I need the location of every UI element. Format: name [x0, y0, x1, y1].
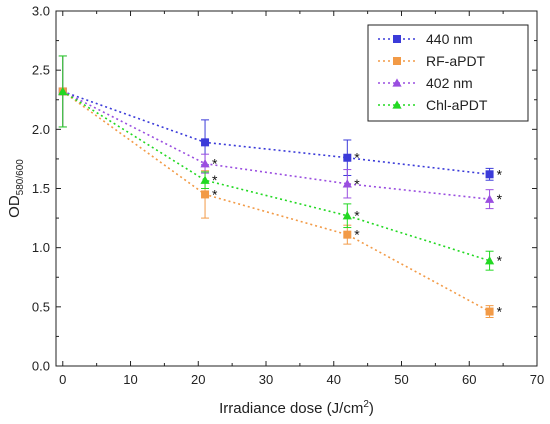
x-tick-label: 30 — [259, 372, 273, 387]
series-3: *** — [58, 55, 503, 271]
legend-label: 402 nm — [426, 75, 473, 91]
x-axis-title-sup: 2 — [363, 399, 369, 410]
series-line — [62, 90, 490, 176]
significance-star: * — [497, 304, 503, 320]
significance-star: * — [212, 172, 218, 188]
data-point — [484, 256, 495, 265]
series-line — [62, 90, 490, 200]
data-point — [342, 179, 352, 188]
legend: 440 nm RF-aPDT 402 nm Chl-aPDT — [367, 24, 529, 122]
significance-star: * — [497, 191, 503, 207]
x-tick-label: 10 — [123, 372, 137, 387]
legend-marker — [393, 35, 401, 43]
data-point — [343, 230, 352, 239]
data-point — [201, 138, 210, 147]
y-tick-label: 0.0 — [32, 359, 50, 374]
legend-marker — [392, 78, 402, 87]
x-tick-label: 20 — [191, 372, 205, 387]
x-tick-label: 60 — [462, 372, 476, 387]
significance-star: * — [212, 156, 218, 172]
x-tick-label: 40 — [327, 372, 341, 387]
data-point — [58, 86, 68, 96]
x-tick-label: 70 — [530, 372, 544, 387]
significance-star: * — [497, 253, 503, 269]
legend-entry-3: Chl-aPDT — [378, 97, 488, 113]
significance-star: * — [354, 176, 360, 192]
data-point — [200, 175, 210, 184]
legend-label: Chl-aPDT — [426, 97, 488, 113]
x-tick-label: 50 — [394, 372, 408, 387]
x-axis-title-main: Irradiance dose (J/cm — [219, 400, 363, 417]
axes: 0 10 20 30 40 50 60 70 0.0 0.5 1.0 1.5 2.0 2.5 3.0 Irra… — [6, 4, 544, 418]
data-point — [343, 153, 352, 162]
x-axis-title-suffix: ) — [369, 400, 374, 417]
data-point — [342, 211, 352, 220]
significance-star: * — [497, 166, 503, 182]
y-tick-label: 1.0 — [32, 240, 50, 255]
y-axis-title: OD580/600 — [6, 159, 26, 218]
data-point — [485, 307, 494, 316]
legend-label: RF-aPDT — [426, 53, 486, 69]
series-line — [62, 90, 490, 262]
x-axis-title: Irradiance dose (J/cm2) — [219, 399, 374, 417]
legend-marker — [392, 100, 402, 109]
significance-star: * — [354, 150, 360, 166]
y-axis-title-main: OD — [6, 195, 23, 218]
data-point — [485, 170, 494, 179]
data-point — [201, 190, 210, 199]
legend-entry-2: 402 nm — [378, 75, 473, 91]
plot-area: *********** — [58, 55, 503, 320]
y-axis-title-sub: 580/600 — [15, 159, 26, 196]
y-tick-label: 1.5 — [32, 181, 50, 196]
data-point — [484, 194, 495, 203]
legend-label: 440 nm — [426, 31, 473, 47]
legend-marker — [393, 57, 401, 65]
x-tick-label: 0 — [59, 372, 66, 387]
significance-star: * — [354, 227, 360, 243]
y-tick-label: 0.5 — [32, 299, 50, 314]
legend-entry-1: RF-aPDT — [378, 53, 486, 69]
series-line — [62, 90, 490, 313]
y-tick-label: 2.5 — [32, 63, 50, 78]
significance-star: * — [354, 208, 360, 224]
data-point — [200, 159, 210, 168]
series-0: ** — [58, 55, 503, 182]
y-tick-label: 3.0 — [32, 4, 50, 19]
y-tick-label: 2.0 — [32, 122, 50, 137]
legend-entry-0: 440 nm — [378, 31, 473, 47]
significance-star: * — [212, 186, 218, 202]
